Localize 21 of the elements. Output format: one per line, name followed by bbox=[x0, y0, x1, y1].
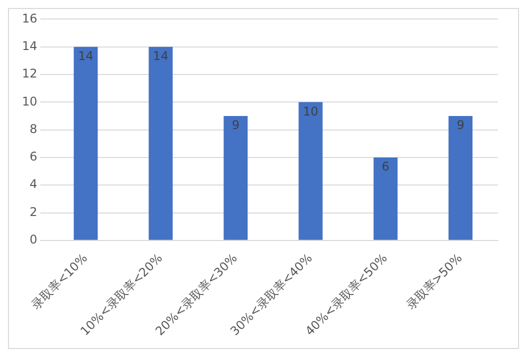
y-tick-label: 14 bbox=[22, 38, 38, 53]
y-tick-label: 4 bbox=[30, 177, 38, 192]
y-tick-label: 12 bbox=[22, 66, 38, 81]
data-label: 10 bbox=[302, 104, 318, 118]
y-tick-label: 0 bbox=[30, 232, 38, 247]
y-tick-label: 2 bbox=[30, 204, 38, 219]
bar bbox=[374, 157, 398, 240]
data-label: 14 bbox=[153, 48, 168, 63]
bar bbox=[74, 46, 98, 240]
bar bbox=[298, 102, 323, 240]
data-label: 9 bbox=[456, 118, 464, 132]
bar bbox=[224, 116, 248, 240]
y-tick-label: 16 bbox=[22, 11, 38, 26]
y-tick-label: 8 bbox=[30, 122, 38, 136]
data-label: 9 bbox=[232, 118, 240, 132]
bar bbox=[148, 46, 173, 240]
data-label: 14 bbox=[78, 48, 94, 63]
data-label: 6 bbox=[382, 160, 390, 174]
bar bbox=[448, 116, 473, 240]
y-tick-label: 10 bbox=[22, 94, 38, 108]
y-tick-label: 6 bbox=[30, 150, 38, 164]
